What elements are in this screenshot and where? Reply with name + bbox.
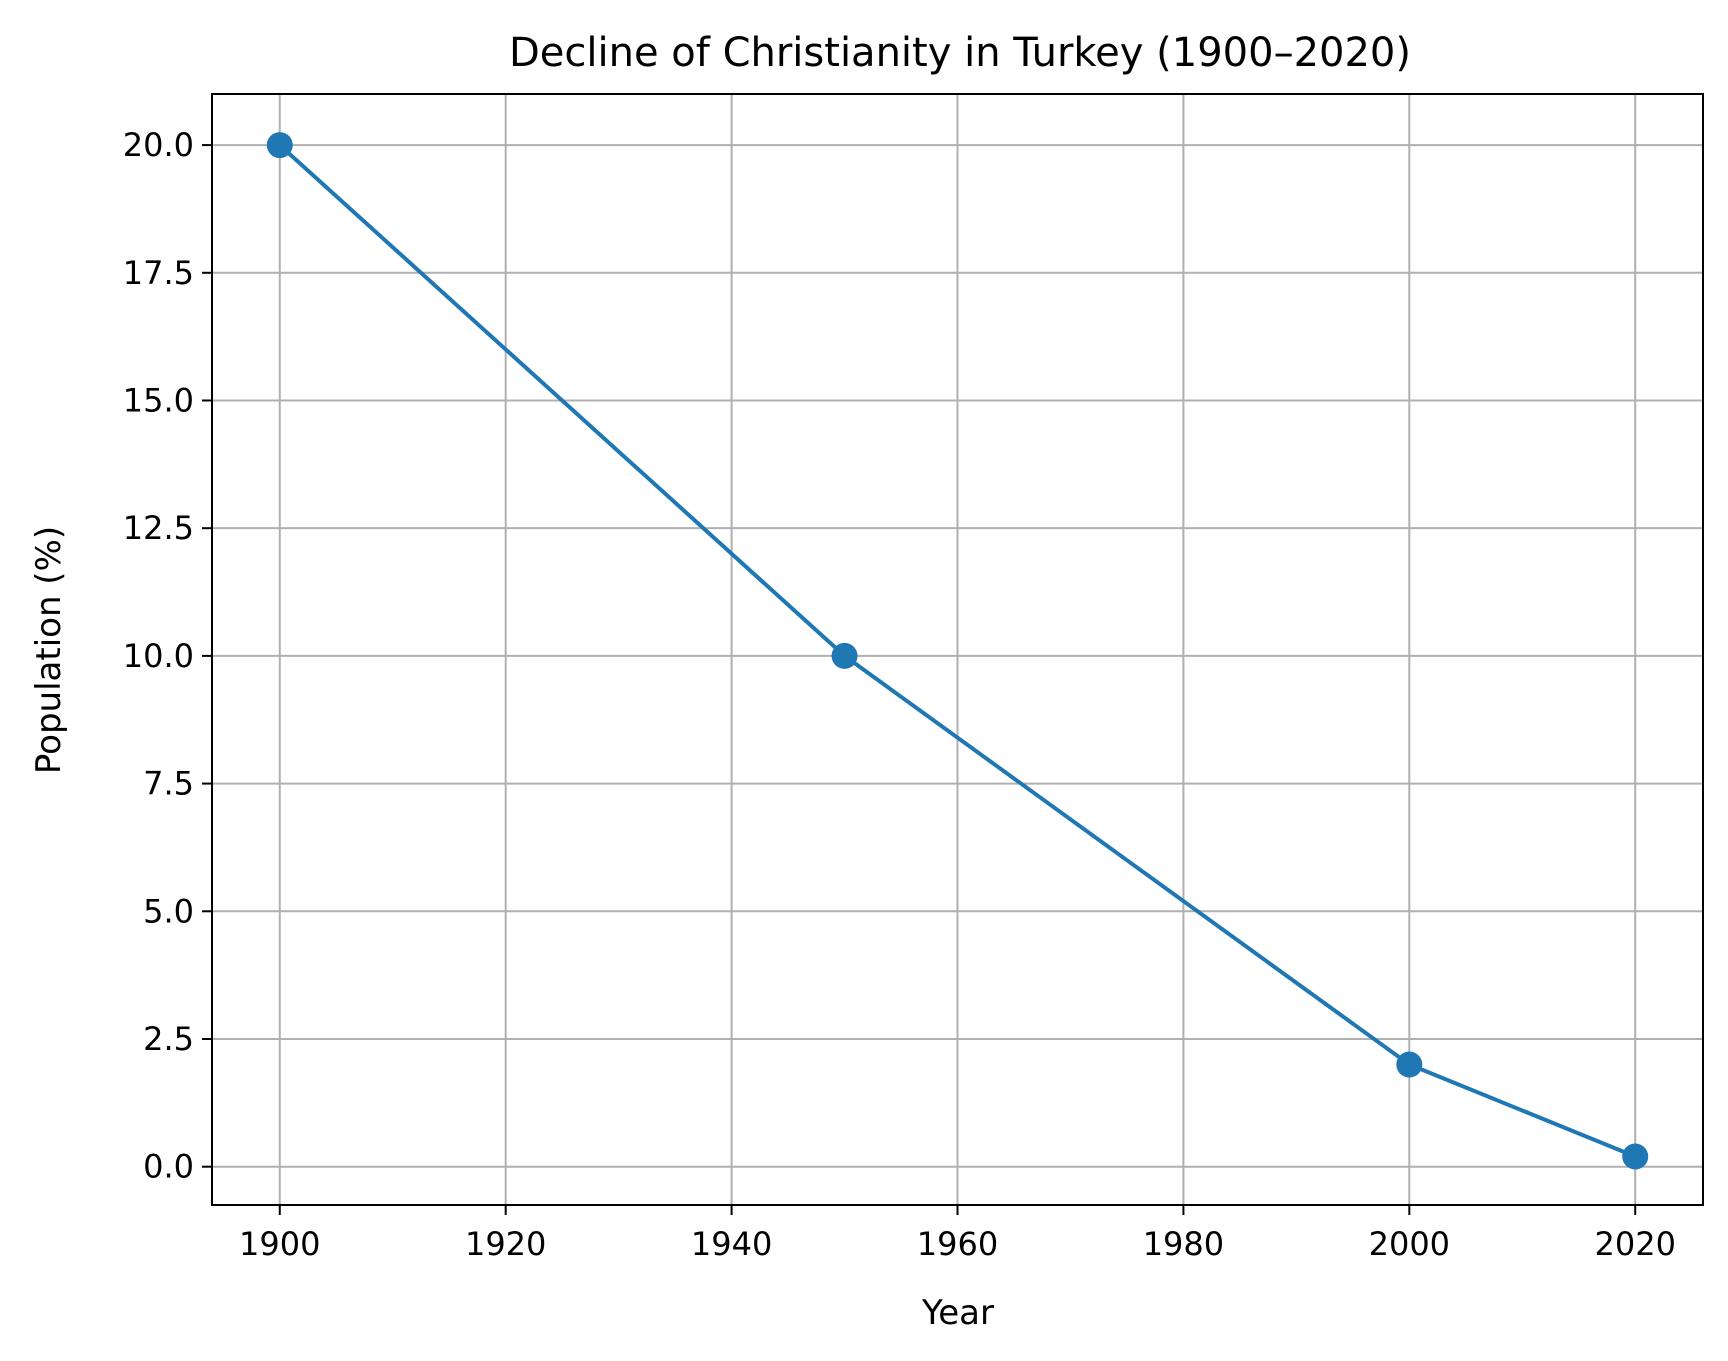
x-tick-label: 1940 — [691, 1225, 772, 1263]
data-point — [831, 642, 858, 669]
x-tick-label: 1900 — [239, 1225, 320, 1263]
y-tick-label: 5.0 — [143, 892, 194, 930]
y-tick-label: 10.0 — [123, 637, 194, 675]
x-tick-label: 2000 — [1369, 1225, 1450, 1263]
x-tick-label: 1980 — [1143, 1225, 1224, 1263]
chart-title: Decline of Christianity in Turkey (1900–… — [509, 30, 1411, 76]
y-tick-label: 20.0 — [123, 126, 194, 164]
grid — [212, 94, 1703, 1205]
x-axis-label: Year — [921, 1293, 994, 1333]
y-tick-label: 12.5 — [123, 509, 194, 547]
plot-frame — [211, 93, 1704, 1206]
x-tick-label: 2020 — [1595, 1225, 1676, 1263]
data-point — [266, 132, 293, 159]
y-tick-label: 17.5 — [123, 254, 194, 292]
x-tick-label: 1920 — [465, 1225, 546, 1263]
data-point — [1396, 1051, 1423, 1078]
y-tick-label: 0.0 — [143, 1148, 194, 1186]
y-tick-label: 2.5 — [143, 1020, 194, 1058]
data-point — [1622, 1143, 1649, 1170]
axis-ticks: 1900 1920 1940 1960 1980 2000 2020 0.0 2.5 5.0 7.5… — [123, 126, 1676, 1263]
x-tick-label: 1960 — [917, 1225, 998, 1263]
plot-area — [266, 132, 1649, 1170]
series-line — [278, 143, 1636, 1159]
y-axis-label: Population (%) — [29, 526, 69, 774]
y-tick-label: 15.0 — [123, 381, 194, 419]
y-tick-label: 7.5 — [143, 765, 194, 803]
